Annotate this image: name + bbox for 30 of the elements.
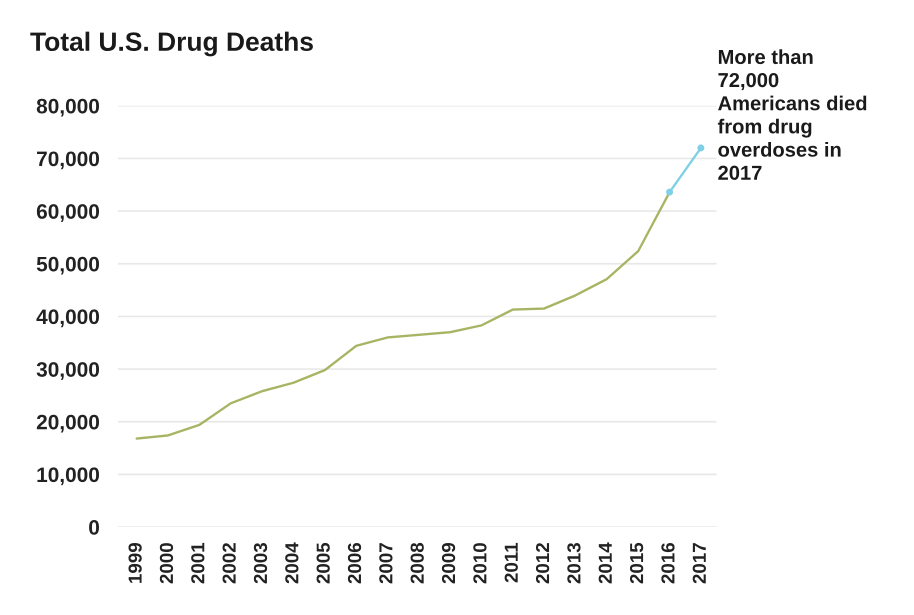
y-tick-label: 30,000	[36, 362, 100, 380]
y-tick-label: 60,000	[36, 204, 100, 222]
x-tick-label: 2001	[191, 542, 204, 584]
x-tick-label: 2009	[442, 543, 456, 584]
x-tick-label: 2014	[598, 542, 612, 584]
y-tick-label: 50,000	[36, 256, 100, 275]
y-tick-label: 40,000	[36, 309, 100, 328]
x-tick-label: 2003	[254, 543, 268, 584]
x-tick-label: 2007	[379, 543, 392, 584]
y-tick-label: 70,000	[37, 151, 100, 170]
annotation: More than 72,000 Americans died from drug overdoses in 2017	[718, 49, 866, 180]
y-tick-label: 20,000	[36, 414, 100, 433]
x-tick-label: 2000	[160, 543, 174, 584]
x-tick-label: 2008	[410, 542, 424, 584]
x-tick-label: 2006	[348, 543, 362, 584]
x-tick-label: 2010	[473, 543, 487, 584]
x-tick-label: 2016	[661, 543, 675, 584]
y-tick-label: 10,000	[37, 467, 100, 486]
x-tick-label: 1999	[128, 543, 142, 583]
x-tick-label: 2004	[285, 542, 298, 584]
chart-title: Total U.S. Drug Deaths	[30, 32, 313, 56]
x-tick-label: 2005	[316, 542, 330, 584]
y-tick-label: 0	[89, 520, 99, 535]
x-tick-label: 2017	[692, 543, 706, 584]
x-tick-label: 2002	[222, 543, 236, 584]
x-tick-label: 2015	[630, 542, 644, 584]
x-tick-label: 2012	[536, 543, 550, 584]
y-tick-label: 80,000	[36, 98, 100, 117]
x-tick-label: 2011	[504, 542, 518, 582]
x-tick-label: 2013	[567, 543, 581, 584]
